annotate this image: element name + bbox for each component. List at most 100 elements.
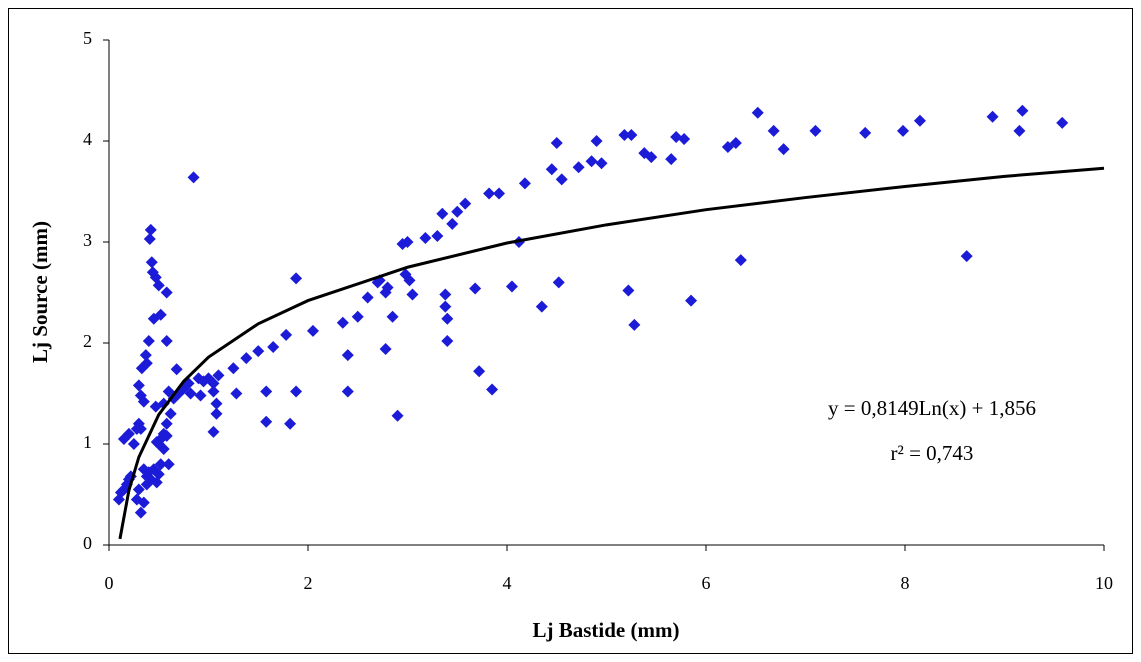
point [913, 114, 926, 127]
y-tick-label: 3 [83, 230, 92, 250]
point [145, 256, 158, 269]
point [439, 288, 452, 301]
point [809, 124, 822, 137]
point [401, 236, 414, 248]
point [341, 385, 354, 398]
point [132, 483, 145, 496]
chart-border [8, 8, 1133, 654]
point [777, 143, 790, 156]
x-tick-label: 4 [503, 573, 512, 593]
point [290, 272, 303, 285]
point [665, 153, 678, 166]
point [187, 171, 200, 184]
point [859, 126, 872, 139]
point [585, 155, 598, 168]
point [625, 128, 638, 141]
x-axis-title: Lj Bastide (mm) [533, 618, 680, 642]
point [518, 177, 531, 190]
point [403, 274, 416, 287]
point [379, 343, 392, 356]
point [154, 458, 167, 471]
point [284, 417, 297, 430]
point [127, 438, 140, 450]
point [137, 496, 150, 509]
point [1016, 104, 1029, 117]
point [162, 385, 175, 398]
point [164, 407, 177, 420]
point [157, 397, 170, 410]
point [595, 157, 608, 170]
point [469, 282, 482, 295]
point [230, 387, 243, 400]
point [441, 334, 454, 347]
point [483, 187, 496, 200]
point [162, 458, 175, 471]
point [1056, 116, 1069, 129]
point [240, 352, 253, 365]
point [280, 328, 293, 341]
point [154, 308, 167, 321]
point [431, 229, 444, 242]
point [1013, 124, 1026, 137]
equation: y = 0,8149Ln(x) + 1,856 [828, 396, 1036, 420]
point [535, 300, 548, 313]
point [678, 132, 691, 145]
point [260, 385, 273, 398]
point [170, 363, 183, 376]
x-tick-label: 8 [901, 573, 910, 593]
point [160, 417, 173, 430]
y-tick-label: 1 [83, 432, 92, 452]
point [545, 163, 558, 176]
point [144, 223, 157, 236]
point [336, 316, 349, 329]
point [439, 300, 452, 313]
point [618, 128, 631, 141]
point [122, 427, 135, 440]
point [960, 250, 973, 263]
y-tick-label: 4 [83, 129, 92, 149]
point [207, 377, 220, 390]
point [446, 217, 459, 230]
point [406, 288, 419, 301]
y-tick-label: 2 [83, 331, 92, 351]
point [351, 310, 364, 323]
point [459, 197, 472, 210]
point [451, 205, 464, 218]
point [135, 362, 148, 375]
x-tick-label: 6 [702, 573, 711, 593]
point [142, 334, 155, 347]
point [137, 395, 150, 408]
point [729, 137, 742, 150]
point [150, 435, 163, 448]
point [210, 407, 223, 420]
point [132, 379, 145, 392]
point [160, 429, 173, 442]
trend-line [118, 166, 1105, 540]
point [572, 161, 585, 174]
point [140, 470, 153, 483]
y-tick-label: 5 [83, 28, 92, 48]
point [260, 415, 273, 428]
point [207, 425, 220, 438]
point [152, 279, 165, 292]
point [227, 362, 240, 375]
point [184, 387, 197, 400]
point [555, 173, 568, 186]
point [436, 207, 449, 220]
point [767, 124, 780, 137]
point [134, 506, 147, 519]
point [150, 476, 163, 489]
point [212, 369, 225, 382]
x-tick-label: 0 [105, 573, 114, 593]
point [590, 135, 603, 147]
point [252, 345, 265, 358]
point [486, 383, 499, 396]
point [419, 231, 432, 244]
point [897, 124, 910, 137]
point [207, 385, 220, 398]
point [160, 334, 173, 347]
point [143, 232, 156, 245]
point [381, 281, 394, 294]
point [267, 341, 280, 354]
